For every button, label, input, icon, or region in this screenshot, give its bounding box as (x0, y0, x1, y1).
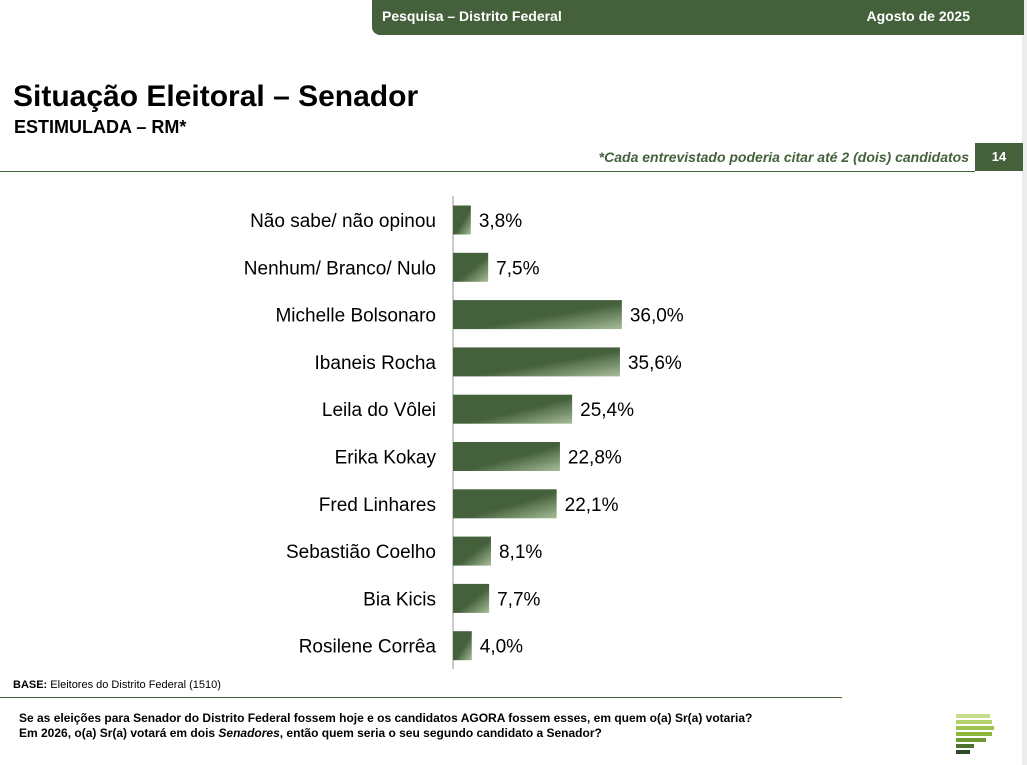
category-label: Erika Kokay (335, 448, 437, 469)
survey-question: Se as eleições para Senador do Distrito … (19, 711, 752, 741)
question-line-2-start: Em 2026, o(a) Sr(a) votará em dois (19, 726, 219, 740)
value-label: 7,7% (497, 589, 540, 610)
category-label: Fred Linhares (319, 495, 436, 516)
base-label: BASE: (13, 679, 48, 691)
bar (453, 252, 489, 282)
base-text: Eleitores do Distrito Federal (1510) (47, 679, 221, 691)
company-logo (956, 714, 994, 754)
page-subtitle: ESTIMULADA – RM* (14, 117, 187, 137)
value-label: 22,8% (568, 448, 622, 469)
bar (453, 300, 622, 330)
bar-chart: Não sabe/ não opinou 3,8% Nenhum/ Branco/ … (244, 196, 684, 669)
category-label: Não sabe/ não opinou (250, 211, 436, 232)
category-label: Sebastião Coelho (286, 542, 436, 563)
question-line-2-end: , então quem seria o seu segundo candida… (279, 726, 602, 740)
category-label: Leila do Vôlei (322, 400, 436, 421)
question-line-1: Se as eleições para Senador do Distrito … (19, 711, 753, 725)
header-bar: Pesquisa – Distrito Federal Agosto de 20… (372, 0, 1024, 35)
multiple-answer-note: *Cada entrevistado poderia citar até 2 (… (598, 149, 969, 165)
question-line-2-italic: Senadores (218, 726, 280, 740)
page-title: Situação Eleitoral – Senador (13, 80, 419, 113)
category-label: Bia Kicis (363, 589, 436, 610)
value-label: 36,0% (630, 306, 684, 327)
survey-date: Agosto de 2025 (866, 8, 970, 24)
bar (453, 489, 557, 519)
bar (453, 631, 472, 661)
category-label: Rosilene Corrêa (299, 637, 437, 658)
bar (453, 536, 491, 566)
bar (453, 442, 560, 471)
sample-base: BASE: Eleitores do Distrito Federal (151… (13, 679, 221, 691)
value-label: 7,5% (496, 258, 539, 279)
page-number: 14 (975, 143, 1023, 171)
value-label: 8,1% (499, 542, 542, 563)
footer-divider (0, 697, 842, 698)
value-label: 25,4% (580, 400, 634, 421)
category-label: Michelle Bolsonaro (275, 306, 436, 327)
category-label: Nenhum/ Branco/ Nulo (244, 258, 436, 279)
value-label: 4,0% (480, 637, 523, 658)
bar (453, 583, 490, 613)
question-line-2: Em 2026, o(a) Sr(a) votará em dois Senad… (19, 726, 752, 741)
value-label: 3,8% (479, 211, 522, 232)
category-label: Ibaneis Rocha (315, 353, 437, 374)
window-edge (1022, 0, 1027, 765)
bar (453, 347, 620, 377)
value-label: 35,6% (628, 353, 682, 374)
value-label: 22,1% (565, 495, 619, 516)
header-divider (0, 171, 975, 172)
bar (453, 205, 471, 235)
bar (453, 394, 573, 424)
survey-name: Pesquisa – Distrito Federal (382, 8, 562, 24)
